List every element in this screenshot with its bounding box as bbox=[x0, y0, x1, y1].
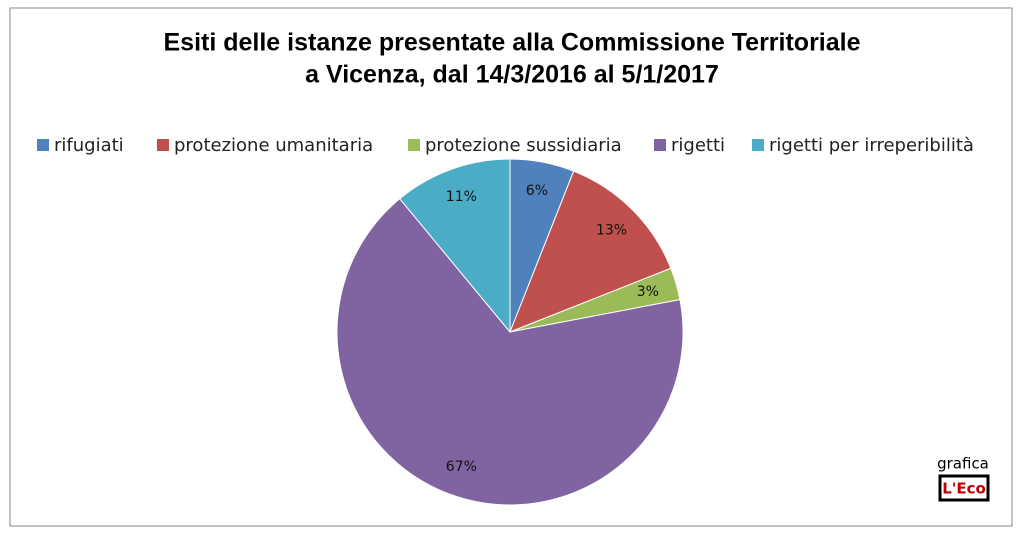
pie-slice bbox=[336, 197, 684, 506]
legend-label: rigetti bbox=[671, 135, 725, 156]
legend-label: rigetti per irreperibilità bbox=[769, 135, 974, 156]
legend-swatch bbox=[408, 139, 420, 151]
pie-slice bbox=[399, 158, 511, 334]
legend-swatch bbox=[157, 139, 169, 151]
legend-swatch bbox=[752, 139, 764, 151]
legend-swatch bbox=[37, 139, 49, 151]
data-label: 13% bbox=[596, 222, 627, 238]
data-label: 3% bbox=[637, 284, 659, 300]
chart-title: a Vicenza, dal 14/3/2016 al 5/1/2017 bbox=[305, 61, 719, 89]
data-label: 11% bbox=[446, 189, 477, 205]
credit-brand: L'Eco bbox=[942, 480, 986, 498]
pie-slice bbox=[509, 170, 672, 333]
chart-title: Esiti delle istanze presentate alla Comm… bbox=[163, 29, 860, 57]
legend-label: rifugiati bbox=[54, 135, 124, 156]
data-label: 6% bbox=[526, 183, 548, 199]
legend-label: protezione sussidiaria bbox=[425, 135, 622, 156]
credit-text: grafica bbox=[937, 455, 989, 473]
data-label: 67% bbox=[446, 459, 477, 475]
credit-logo: grafica L'Eco bbox=[937, 455, 990, 502]
logo-frame bbox=[938, 474, 990, 502]
legend-swatch bbox=[654, 139, 666, 151]
legend-label: protezione umanitaria bbox=[174, 135, 373, 156]
